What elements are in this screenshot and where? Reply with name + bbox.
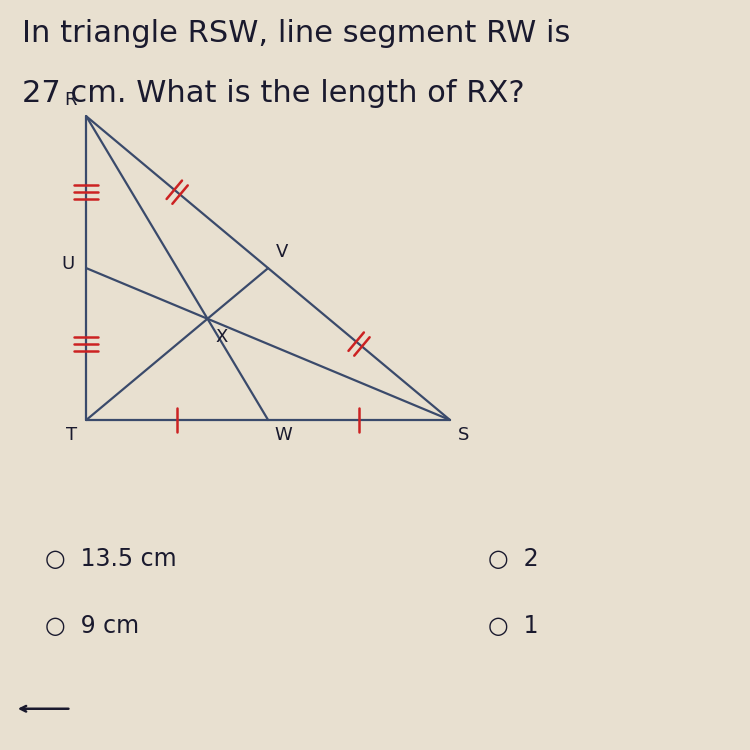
Text: X: X [215, 328, 227, 346]
Text: In triangle RSW, line segment RW is: In triangle RSW, line segment RW is [22, 19, 571, 48]
Text: ○  2: ○ 2 [488, 547, 538, 571]
Text: V: V [276, 243, 288, 261]
Text: 27 cm. What is the length of RX?: 27 cm. What is the length of RX? [22, 79, 525, 108]
Text: ○  13.5 cm: ○ 13.5 cm [45, 547, 177, 571]
Text: ○  9 cm: ○ 9 cm [45, 614, 140, 638]
Text: R: R [64, 91, 77, 109]
Text: ○  1: ○ 1 [488, 614, 538, 638]
Text: U: U [62, 255, 75, 274]
Text: S: S [458, 426, 469, 444]
Text: T: T [66, 426, 77, 444]
Text: W: W [274, 426, 292, 444]
